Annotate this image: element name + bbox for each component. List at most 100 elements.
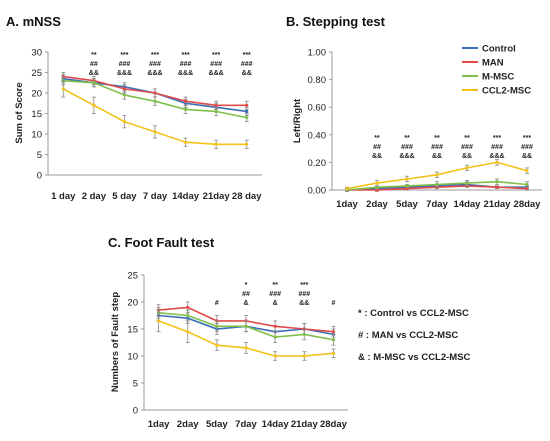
significance-label: *** [181, 52, 189, 59]
x-tick-label: 1day [336, 199, 358, 210]
significance-label: ** [464, 135, 470, 142]
significance-label: ### [180, 61, 192, 68]
x-tick-label: 28day [514, 199, 542, 210]
x-tick-label: 5day [206, 419, 228, 430]
y-tick-label: 20 [127, 298, 138, 309]
x-tick-label: 21day [484, 199, 512, 210]
series-man-point [495, 185, 499, 189]
significance-label: &&& [178, 70, 193, 77]
significance-label: &&& [399, 153, 414, 160]
y-tick-label: 0 [37, 171, 42, 182]
y-tick-label: 1.00 [308, 48, 327, 59]
series-ccl2-msc-point [525, 169, 529, 173]
y-axis-label: Left/Right [292, 98, 303, 143]
x-tick-label: 1 day [51, 191, 76, 202]
series-m-msc-point [122, 93, 127, 97]
x-tick-label: 5 day [112, 191, 137, 202]
legend-label: CCL2-MSC [482, 86, 531, 97]
y-tick-label: 30 [31, 48, 42, 59]
y-tick-label: 0 [133, 406, 138, 417]
significance-label: ** [434, 135, 440, 142]
chart-title: A. mNSS [6, 14, 61, 29]
y-tick-label: 0.20 [308, 158, 327, 169]
series-ccl2-msc-point [435, 173, 439, 177]
series-ccl2-msc-point [245, 142, 249, 146]
series-m-msc-point [331, 338, 336, 342]
series-ccl2-msc-point [273, 354, 277, 358]
significance-label: ** [404, 135, 410, 142]
significance-label: & [273, 300, 278, 307]
series-man-point [183, 99, 188, 103]
series-m-msc-point [215, 324, 219, 328]
series-ccl2-msc-point [215, 343, 219, 347]
y-tick-label: 0.00 [308, 186, 327, 197]
series-ccl2-msc-point [156, 319, 161, 323]
series-man-point [525, 187, 529, 191]
significance-label: *** [243, 52, 251, 59]
series-man-point [273, 324, 277, 328]
significance-label: ### [119, 61, 131, 68]
chart-footfault: C. Foot Fault test Numbers of Fault step 0… [108, 235, 471, 430]
significance-note: & : M-MSC vs CCL2-MSC [358, 352, 471, 363]
y-tick-label: 25 [127, 271, 138, 282]
x-tick-label: 21day [291, 419, 319, 430]
significance-label: ### [521, 144, 533, 151]
significance-label: *** [120, 52, 128, 59]
significance-label: &&& [489, 153, 504, 160]
series-ccl2-msc-point [302, 354, 306, 358]
series-m-msc-point [495, 180, 499, 184]
significance-label: ## [90, 61, 98, 68]
series-m-msc-point [245, 116, 249, 120]
series-ccl2-msc-point [405, 177, 409, 181]
series-ccl2-msc-point [186, 330, 190, 334]
significance-label: ** [272, 282, 278, 289]
x-tick-label: 28 day [232, 191, 262, 202]
y-tick-label: 5 [133, 379, 138, 390]
series-ccl2-msc-point [122, 120, 127, 124]
y-tick-label: 5 [37, 150, 42, 161]
series-m-msc-point [273, 335, 277, 339]
significance-label: ### [210, 61, 222, 68]
chart-stepping: B. Stepping test Left/Right 0.00 0.20 0.40 0.… [286, 14, 542, 210]
significance-label: && [242, 70, 252, 77]
y-tick-label: 0.60 [308, 103, 327, 114]
significance-label: *** [493, 135, 501, 142]
significance-label: & [243, 300, 248, 307]
series-m-msc-point [153, 99, 157, 103]
significance-label: && [432, 153, 442, 160]
x-tick-label: 1day [148, 419, 170, 430]
series-ccl2-msc-point [345, 187, 349, 191]
x-tick-label: 2day [177, 419, 199, 430]
y-tick-label: 10 [127, 352, 138, 363]
significance-label: ### [401, 144, 413, 151]
y-tick-label: 15 [31, 109, 42, 120]
significance-label: && [522, 153, 532, 160]
significance-note: # : MAN vs CCL2-MSC [358, 330, 458, 341]
significance-label: ** [91, 52, 97, 59]
significance-label: ### [491, 144, 503, 151]
y-tick-label: 15 [127, 325, 138, 336]
series-ccl2-msc-point [495, 160, 499, 164]
series-m-msc-point [375, 185, 379, 189]
series-ccl2-msc-point [183, 140, 188, 144]
significance-label: && [462, 153, 472, 160]
significance-label: ### [298, 291, 310, 298]
x-tick-label: 5day [396, 199, 418, 210]
significance-label: ## [242, 291, 250, 298]
series-man-point [214, 103, 218, 107]
series-m-msc-point [92, 81, 96, 85]
significance-note: * : Control vs CCL2-MSC [358, 308, 469, 319]
significance-label: * [245, 282, 248, 289]
significance-label: ### [431, 144, 443, 151]
x-tick-label: 7day [426, 199, 448, 210]
y-axis-label: Sum of Score [14, 82, 25, 143]
series-m-msc-point [525, 182, 529, 187]
significance-label: ### [461, 144, 473, 151]
series-man-point [122, 87, 127, 91]
significance-label: && [299, 300, 309, 307]
y-tick-label: 0.80 [308, 75, 327, 86]
series-man-point [245, 103, 249, 107]
significance-label: ### [149, 61, 161, 68]
series-ccl2-msc-point [244, 346, 248, 350]
series-man-point [331, 330, 336, 334]
